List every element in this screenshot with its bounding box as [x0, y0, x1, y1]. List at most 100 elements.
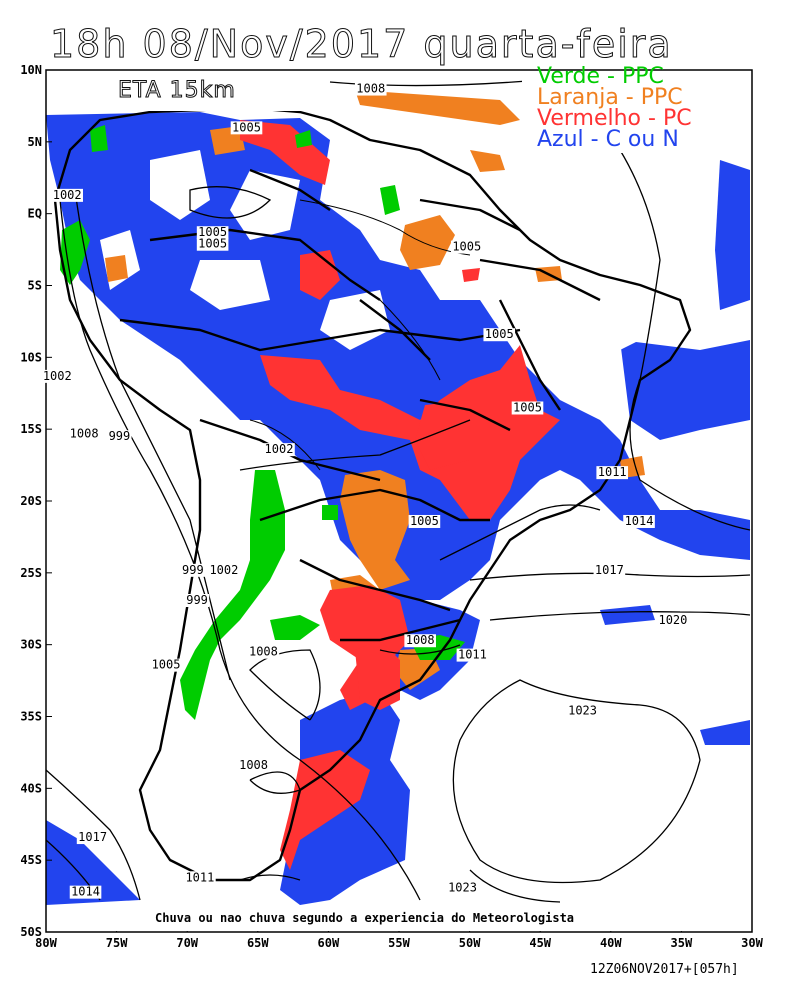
- isobar-label: 999: [109, 429, 131, 443]
- no-rain-gaps: [100, 150, 640, 360]
- legend: [522, 71, 751, 153]
- run-info: 12Z06NOV2017+[057h]: [590, 962, 739, 977]
- isobar-label: 1023: [568, 704, 597, 718]
- lon-tick-label: 60W: [318, 936, 340, 950]
- lat-tick-label: 5S: [28, 279, 42, 293]
- isobar-label: 1011: [598, 465, 627, 479]
- isobar-label-bg: [76, 831, 109, 845]
- isobar-label-bg: [263, 443, 295, 457]
- lat-tick-label: 10N: [20, 63, 42, 77]
- isobar-label: 1023: [448, 880, 477, 894]
- lat-tick-label: EQ: [28, 207, 42, 221]
- model-label: ETA 15km: [118, 78, 236, 104]
- isobar-label-bg: [184, 871, 216, 885]
- legend-item-green: Verde - PPC: [537, 64, 664, 89]
- isobar-label-bg: [456, 648, 489, 662]
- isobar-label: 1020: [658, 613, 687, 627]
- isobar-label: 1008: [70, 426, 99, 440]
- isobar-label: 1005: [513, 400, 542, 414]
- isobar-label: 999: [186, 593, 208, 607]
- isobar-label-bg: [230, 121, 263, 135]
- caption: Chuva ou nao chuva segundo a experiencia…: [155, 911, 575, 925]
- model-label-box: [47, 71, 327, 111]
- caption-strip: [47, 906, 751, 931]
- isobar-label-bg: [596, 466, 629, 480]
- isobar-label-bg: [623, 514, 655, 528]
- lat-tick-label: 30S: [20, 638, 42, 652]
- isobar-label: 1008: [406, 633, 435, 647]
- lat-tick-label: 10S: [20, 350, 42, 364]
- isobar-label-bg: [68, 427, 100, 441]
- isobar-label-bg: [483, 328, 516, 342]
- lon-tick-label: 75W: [106, 936, 128, 950]
- isobar-label: 1017: [595, 563, 624, 577]
- isobar-label-bg: [51, 188, 83, 202]
- isobar-label: 1005: [485, 327, 514, 341]
- lon-tick-label: 45W: [529, 936, 551, 950]
- lon-tick-label: 70W: [176, 936, 198, 950]
- isobar-label-bg: [237, 759, 270, 773]
- lon-tick-label: 40W: [600, 936, 622, 950]
- isobar-label: 1005: [198, 237, 227, 251]
- lon-tick-label: 50W: [459, 936, 481, 950]
- isobar-label: 1002: [53, 188, 82, 202]
- isobar-label-bg: [107, 430, 132, 444]
- lat-tick-label: 15S: [20, 422, 42, 436]
- isobar-label-bg: [196, 237, 229, 251]
- isobar-label-bg: [566, 704, 599, 718]
- isobar-label-bg: [408, 514, 441, 528]
- isobar-label: 1005: [410, 514, 439, 528]
- legend-items: Verde - PPC Laranja - PPC Vermelho - PC …: [537, 64, 692, 151]
- isobar-label: 999: [182, 563, 204, 577]
- isobar-label: 1014: [71, 885, 100, 899]
- isobar-label: 1005: [198, 225, 227, 239]
- isobar-label: 1017: [78, 830, 107, 844]
- isobar-label: 1008: [356, 82, 385, 96]
- isobar-label-bg: [657, 614, 689, 628]
- isobar-label: 1002: [265, 442, 294, 456]
- isobar-label-bg: [450, 240, 483, 254]
- isobar-label-bg: [208, 563, 240, 577]
- lat-tick-label: 5N: [28, 135, 42, 149]
- map-title: 18h 08/Nov/2017 quarta-feira: [50, 22, 673, 67]
- lat-tick-label: 45S: [20, 853, 42, 867]
- lon-tick-label: 55W: [388, 936, 410, 950]
- isobar-label-bg: [511, 401, 544, 415]
- lon-tick-label: 30W: [741, 936, 763, 950]
- isobar-label: 1011: [185, 870, 214, 884]
- legend-item-orange: Laranja - PPC: [537, 85, 683, 110]
- isobar-label: 1002: [43, 369, 72, 383]
- isobar-label-bg: [69, 885, 102, 899]
- isobar-label: 1008: [239, 758, 268, 772]
- isobar-label-bg: [354, 82, 387, 96]
- isobar-label-bg: [180, 563, 205, 577]
- lat-tick-label: 25S: [20, 566, 42, 580]
- isobar-label-bg: [446, 881, 479, 895]
- isobar-label: 1005: [232, 120, 261, 134]
- lat-tick-label: 40S: [20, 781, 42, 795]
- isobar-label-bg: [41, 369, 74, 383]
- isobar-label: 1005: [452, 240, 481, 254]
- isobar-label-bg: [404, 634, 436, 648]
- isobar-label: 1002: [209, 563, 238, 577]
- lon-tick-label: 35W: [671, 936, 693, 950]
- isobar-label: 1014: [625, 514, 654, 528]
- thin-rivers: [249, 199, 471, 471]
- lon-tick-label: 65W: [247, 936, 269, 950]
- isobar-label-bg: [247, 645, 280, 659]
- isobar-label-bg: [150, 658, 182, 672]
- isobar-label-bg: [593, 563, 626, 577]
- lat-tick-label: 50S: [20, 925, 42, 939]
- red-rain-areas: [240, 120, 560, 870]
- isobar-label: 1005: [152, 658, 181, 672]
- isobar-label: 1008: [249, 645, 278, 659]
- legend-item-red: Vermelho - PC: [537, 106, 692, 131]
- isobar-label-bg: [196, 226, 229, 240]
- lat-tick-label: 20S: [20, 494, 42, 508]
- isobar-label-bg: [184, 594, 210, 608]
- isobar-label: 1011: [458, 648, 487, 662]
- lat-tick-label: 35S: [20, 710, 42, 724]
